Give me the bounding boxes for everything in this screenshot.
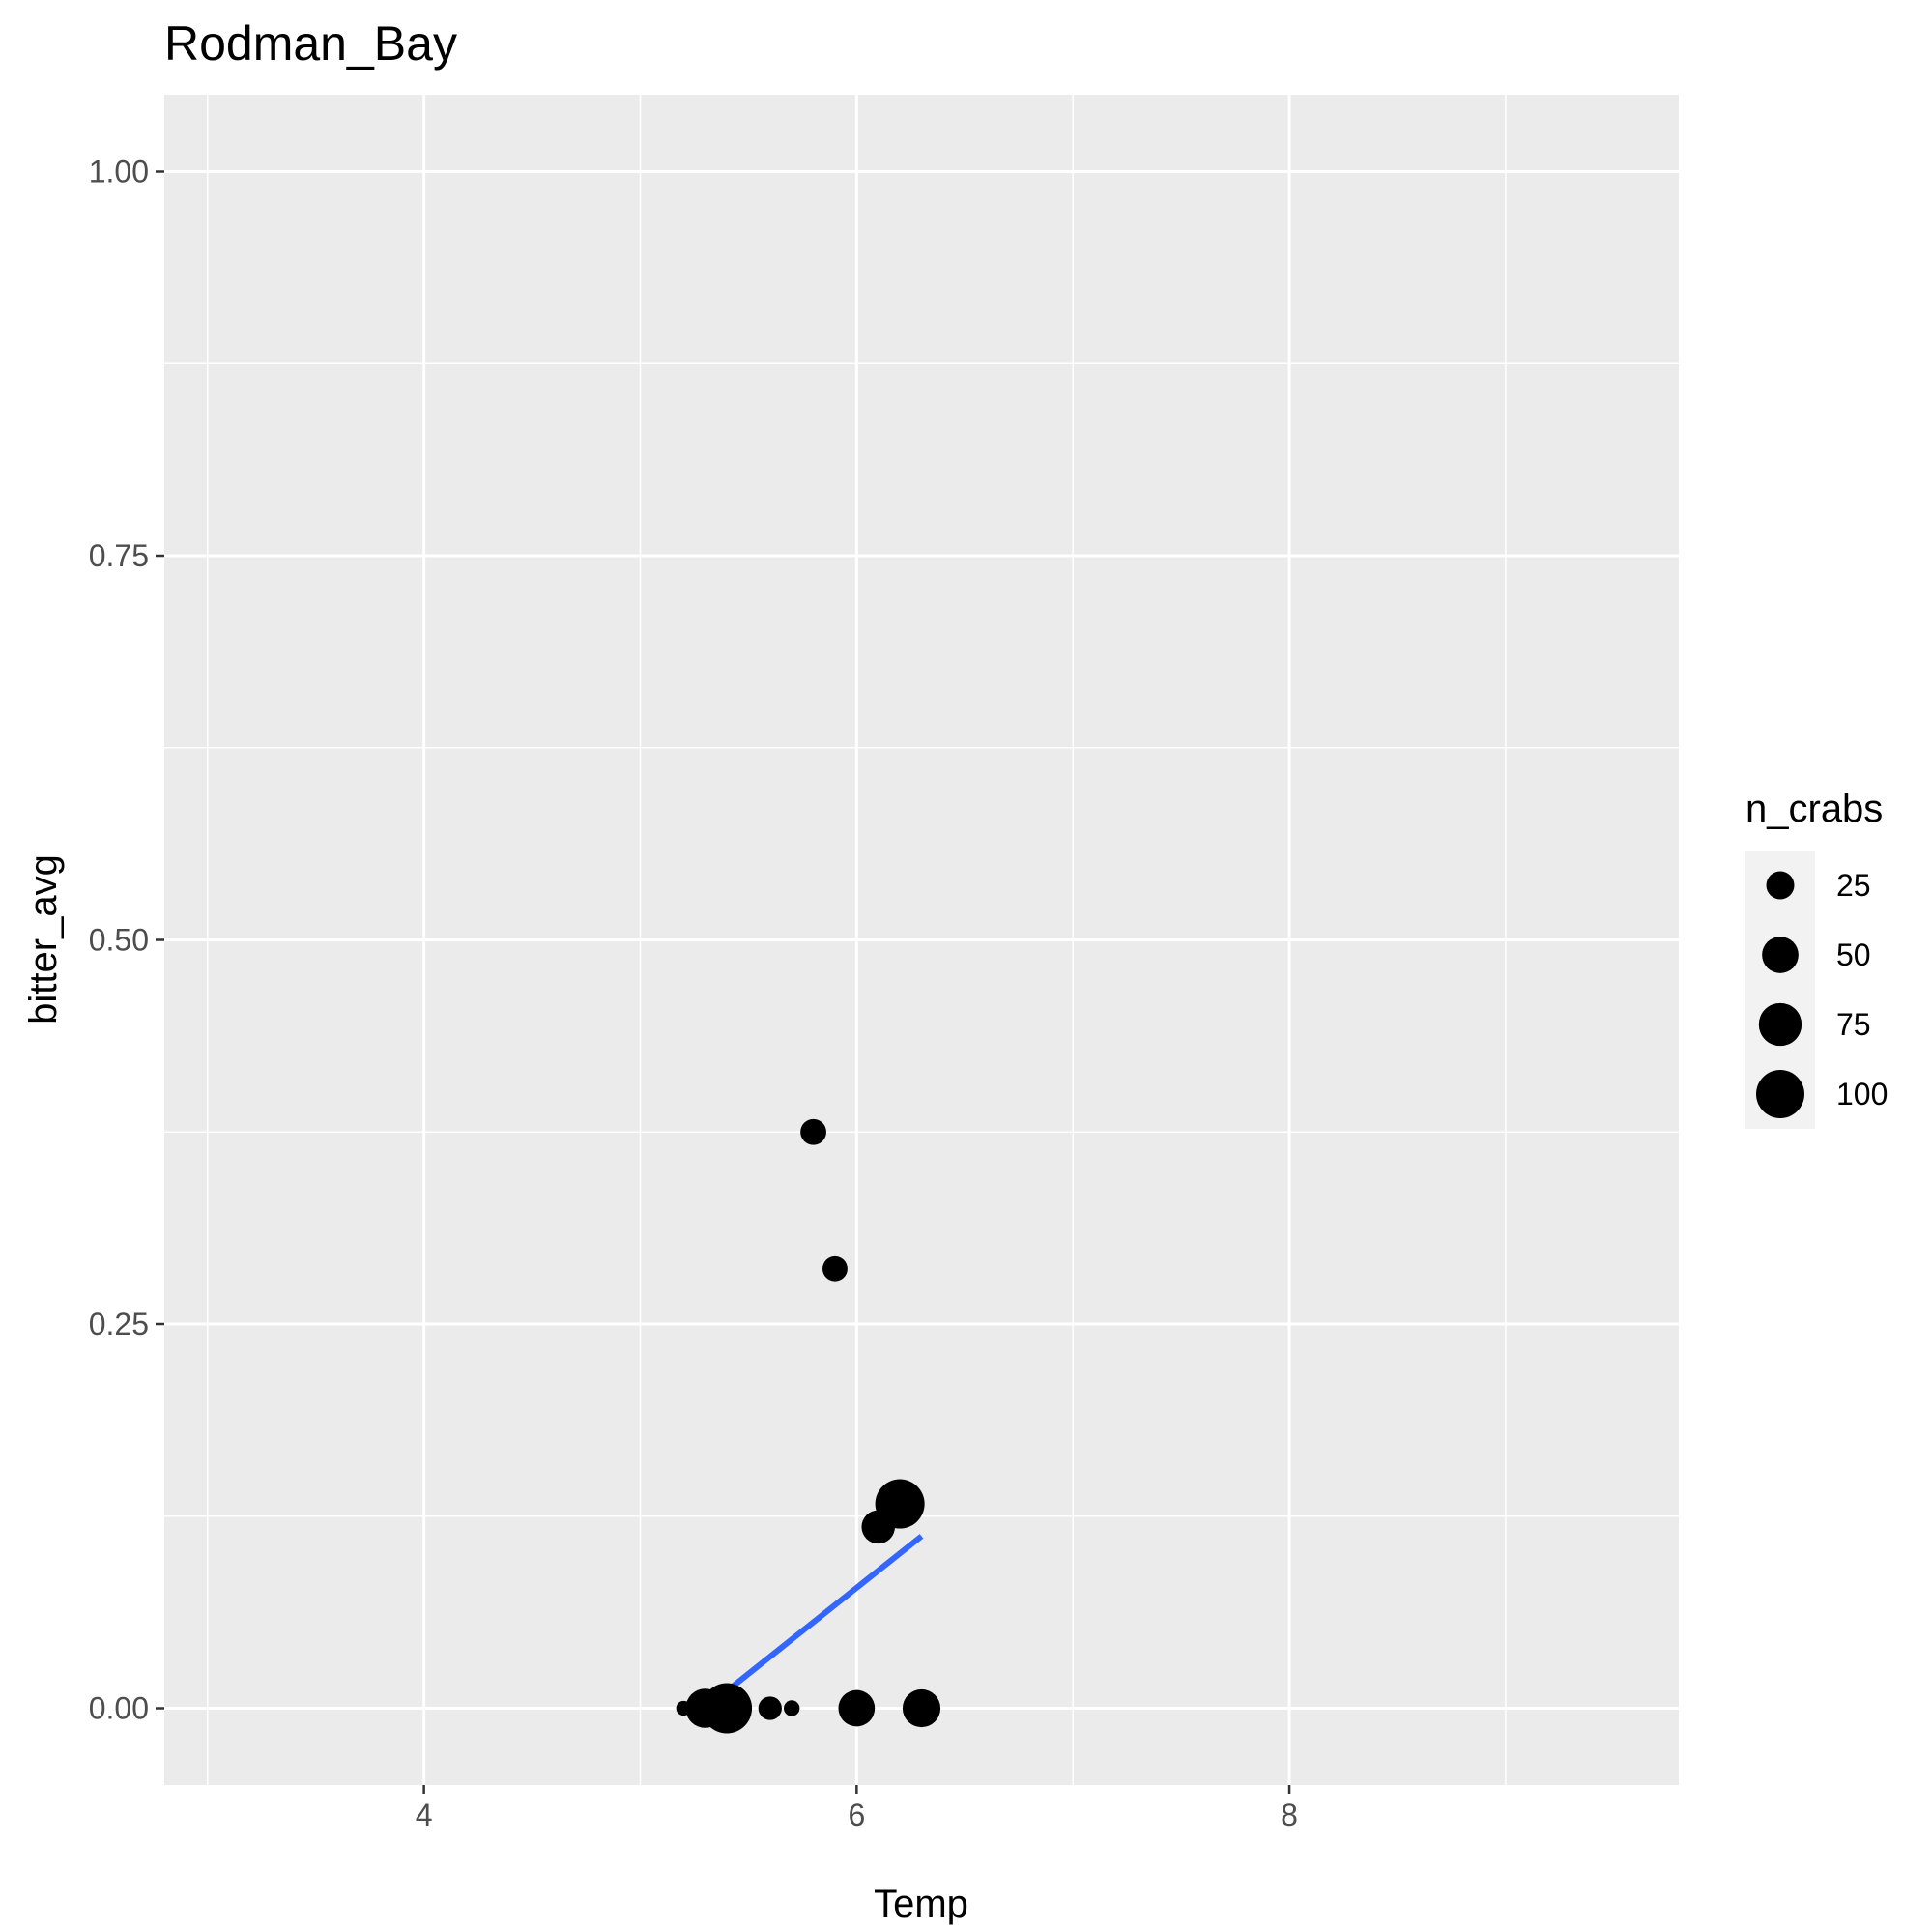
y-tick-label: 0.25 [89,1307,149,1341]
legend-label: 25 [1836,868,1871,903]
y-axis-title: bitter_avg [22,854,65,1024]
trend-line [703,1534,924,1711]
y-axis: 0.00 0.25 0.50 0.75 1.00 [89,155,164,1726]
data-point [800,1118,826,1145]
data-point [783,1700,800,1716]
x-tick-label: 6 [848,1798,865,1832]
chart-title: Rodman_Bay [164,16,457,71]
legend-title: n_crabs [1745,788,1883,830]
legend-label: 100 [1836,1077,1888,1111]
data-point [822,1255,848,1282]
legend-key-circle [1756,1070,1804,1118]
y-tick-label: 0.50 [89,923,149,958]
points-layer [676,1118,941,1734]
x-axis-title: Temp [874,1883,968,1925]
data-point [902,1688,941,1728]
legend-label: 75 [1836,1007,1871,1042]
legend-key-circle [1758,1002,1802,1047]
x-tick-label: 8 [1281,1798,1298,1832]
data-point [838,1689,876,1727]
legend-key-circle [1766,871,1795,900]
y-tick-label: 0.75 [89,538,149,573]
data-point [875,1479,925,1529]
y-tick-label: 0.00 [89,1691,149,1726]
size-legend: n_crabs 25 50 75 100 [1745,788,1888,1129]
x-tick-label: 4 [416,1798,433,1832]
y-tick-label: 1.00 [89,155,149,189]
legend-key-circle [1762,937,1799,973]
trend-line-layer [703,1534,924,1711]
data-point [702,1683,753,1734]
x-axis: 4 6 8 [416,1785,1298,1832]
major-gridlines [164,95,1679,1785]
legend-label: 50 [1836,937,1871,972]
data-point [758,1696,782,1720]
